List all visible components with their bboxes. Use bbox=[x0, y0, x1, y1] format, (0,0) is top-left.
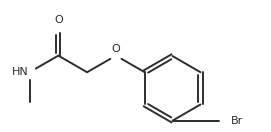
Text: O: O bbox=[54, 15, 63, 25]
Text: Br: Br bbox=[231, 116, 243, 126]
Text: HN: HN bbox=[12, 67, 28, 77]
Text: O: O bbox=[112, 44, 120, 55]
